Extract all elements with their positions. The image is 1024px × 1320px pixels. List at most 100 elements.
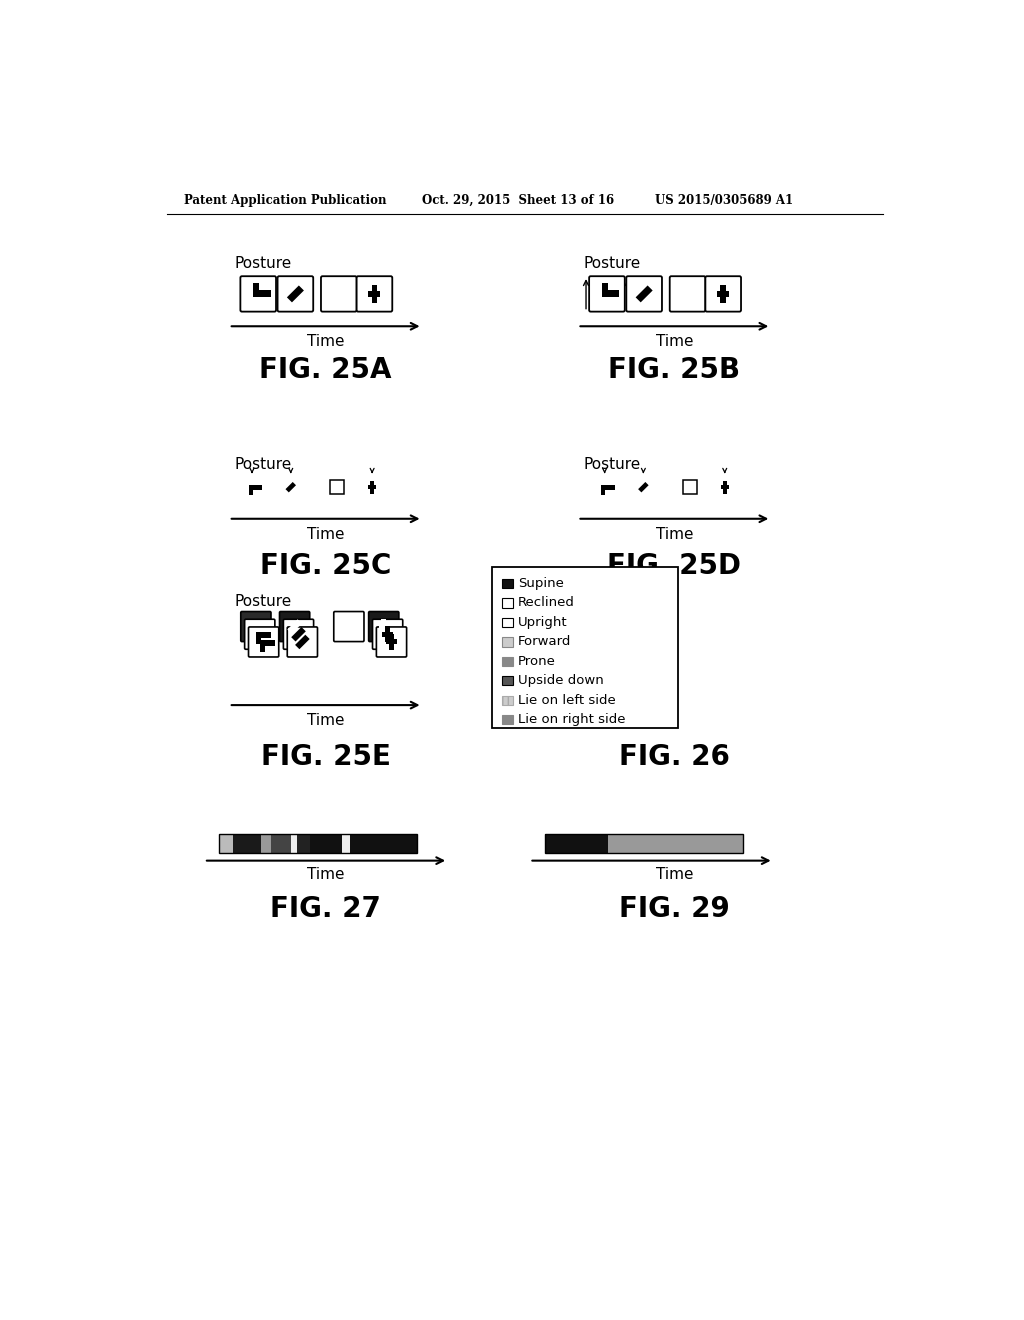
Bar bbox=[545, 834, 742, 853]
Bar bbox=[291, 834, 297, 853]
Text: Posture: Posture bbox=[234, 594, 292, 609]
Text: Oct. 29, 2015  Sheet 13 of 16: Oct. 29, 2015 Sheet 13 of 16 bbox=[423, 194, 614, 207]
Bar bbox=[253, 282, 259, 297]
Text: Upside down: Upside down bbox=[518, 675, 603, 688]
Bar bbox=[253, 290, 270, 297]
Bar bbox=[379, 624, 389, 630]
Bar bbox=[310, 834, 342, 853]
Text: FIG. 25B: FIG. 25B bbox=[608, 356, 740, 384]
Bar bbox=[683, 480, 697, 494]
Text: Posture: Posture bbox=[584, 457, 641, 473]
Bar bbox=[260, 639, 275, 645]
FancyBboxPatch shape bbox=[321, 276, 356, 312]
Bar bbox=[295, 635, 309, 649]
Bar bbox=[252, 624, 267, 630]
Bar bbox=[502, 579, 513, 589]
Bar bbox=[721, 486, 729, 490]
Bar bbox=[252, 624, 258, 636]
Bar bbox=[219, 834, 233, 853]
Bar bbox=[233, 834, 261, 853]
Text: FIG. 25C: FIG. 25C bbox=[260, 553, 391, 581]
Bar bbox=[502, 618, 513, 627]
Bar bbox=[502, 676, 513, 685]
Bar bbox=[368, 486, 376, 490]
Bar bbox=[638, 482, 648, 492]
FancyBboxPatch shape bbox=[241, 611, 271, 642]
Bar bbox=[636, 285, 652, 302]
Text: Lie on right side: Lie on right side bbox=[518, 713, 626, 726]
FancyBboxPatch shape bbox=[288, 627, 317, 657]
Text: FIG. 29: FIG. 29 bbox=[618, 895, 730, 923]
Text: Prone: Prone bbox=[518, 655, 556, 668]
FancyBboxPatch shape bbox=[589, 276, 625, 312]
FancyBboxPatch shape bbox=[627, 276, 662, 312]
Text: Time: Time bbox=[307, 867, 344, 882]
Text: Upright: Upright bbox=[518, 616, 567, 628]
Text: FIG. 26: FIG. 26 bbox=[618, 743, 730, 771]
Text: FIG. 27: FIG. 27 bbox=[270, 895, 381, 923]
Text: Time: Time bbox=[307, 527, 344, 541]
Bar bbox=[502, 657, 513, 667]
Text: Time: Time bbox=[655, 334, 693, 350]
Bar bbox=[723, 480, 727, 494]
Bar bbox=[502, 598, 513, 607]
Text: Time: Time bbox=[307, 713, 344, 729]
FancyBboxPatch shape bbox=[245, 619, 274, 649]
Text: Time: Time bbox=[307, 334, 344, 350]
Bar bbox=[331, 480, 344, 494]
Text: FIG. 25D: FIG. 25D bbox=[607, 553, 741, 581]
Bar bbox=[219, 834, 417, 853]
FancyBboxPatch shape bbox=[373, 619, 402, 649]
FancyBboxPatch shape bbox=[670, 276, 706, 312]
Bar bbox=[601, 290, 620, 297]
Bar bbox=[369, 290, 381, 297]
Text: Time: Time bbox=[655, 867, 693, 882]
FancyBboxPatch shape bbox=[356, 276, 392, 312]
Bar bbox=[502, 715, 513, 725]
Bar bbox=[288, 619, 302, 634]
FancyBboxPatch shape bbox=[280, 611, 309, 642]
Text: Lie on left side: Lie on left side bbox=[518, 694, 615, 706]
Bar bbox=[297, 834, 310, 853]
Text: US 2015/0305689 A1: US 2015/0305689 A1 bbox=[655, 194, 794, 207]
FancyBboxPatch shape bbox=[278, 276, 313, 312]
Bar bbox=[350, 834, 417, 853]
FancyBboxPatch shape bbox=[377, 627, 407, 657]
Bar bbox=[502, 638, 513, 647]
Text: FIG. 25E: FIG. 25E bbox=[261, 743, 390, 771]
Text: FIG. 25A: FIG. 25A bbox=[259, 356, 392, 384]
FancyBboxPatch shape bbox=[369, 611, 399, 642]
Bar bbox=[291, 627, 306, 642]
Text: Supine: Supine bbox=[518, 577, 563, 590]
Bar bbox=[286, 482, 296, 492]
Text: Posture: Posture bbox=[234, 256, 292, 272]
Bar bbox=[261, 834, 270, 853]
Bar bbox=[370, 480, 374, 494]
Text: Posture: Posture bbox=[234, 457, 292, 473]
Bar bbox=[601, 486, 615, 490]
FancyBboxPatch shape bbox=[284, 619, 313, 649]
Bar bbox=[608, 834, 742, 853]
Bar bbox=[287, 285, 304, 302]
Bar bbox=[270, 834, 291, 853]
Text: Posture: Posture bbox=[584, 256, 641, 272]
Text: Time: Time bbox=[655, 527, 693, 541]
Bar bbox=[260, 639, 265, 652]
Bar bbox=[717, 290, 729, 297]
Bar bbox=[720, 285, 726, 304]
Text: Reclined: Reclined bbox=[518, 597, 574, 610]
Text: Patent Application Publication: Patent Application Publication bbox=[183, 194, 386, 207]
Bar bbox=[342, 834, 350, 853]
Bar bbox=[601, 282, 608, 297]
Bar bbox=[382, 632, 393, 636]
FancyBboxPatch shape bbox=[334, 611, 364, 642]
Bar bbox=[381, 619, 386, 635]
Bar bbox=[256, 632, 261, 644]
FancyBboxPatch shape bbox=[241, 276, 276, 312]
FancyBboxPatch shape bbox=[706, 276, 741, 312]
Bar bbox=[389, 634, 394, 649]
Bar bbox=[545, 834, 608, 853]
FancyBboxPatch shape bbox=[249, 627, 279, 657]
Bar bbox=[493, 566, 678, 729]
Bar bbox=[249, 486, 253, 495]
